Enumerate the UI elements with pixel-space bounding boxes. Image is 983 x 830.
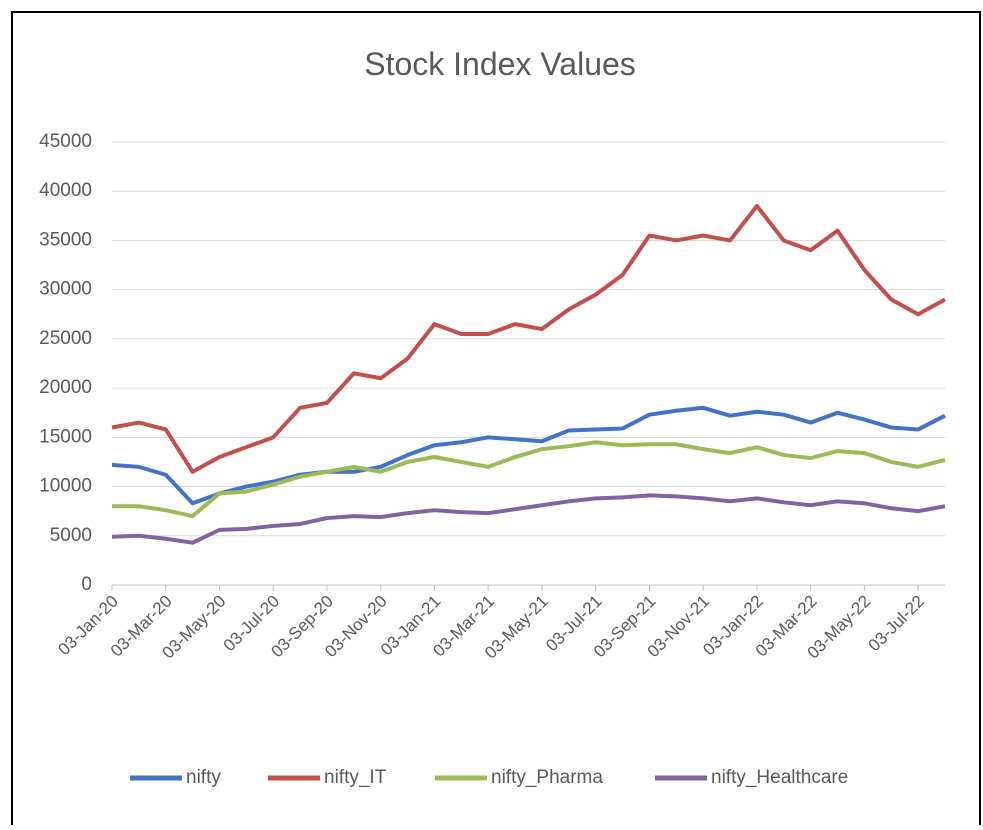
legend-label: nifty_IT — [324, 767, 387, 788]
y-tick-label: 20000 — [39, 377, 92, 398]
y-tick-label: 45000 — [39, 131, 92, 152]
series-line — [111, 203, 946, 474]
y-tick-label: 40000 — [39, 180, 92, 201]
legend-label: nifty_Pharma — [491, 767, 603, 788]
y-tick-label: 5000 — [50, 525, 92, 546]
legend-label: nifty_Healthcare — [711, 767, 848, 788]
series-line — [111, 493, 946, 545]
y-tick-label: 30000 — [39, 279, 92, 300]
frame — [11, 11, 981, 830]
y-tick-label: 35000 — [39, 229, 92, 250]
y-tick-label: 25000 — [39, 328, 92, 349]
legend-label: nifty — [186, 767, 221, 788]
x-tick-label: 03-Jul-22 — [865, 592, 929, 656]
series-line — [111, 405, 946, 506]
y-tick-label: 10000 — [39, 476, 92, 497]
series-line — [112, 440, 946, 519]
y-tick-label: 0 — [81, 574, 92, 595]
chart-title: Stock Index Values — [364, 46, 636, 82]
y-tick-label: 15000 — [39, 426, 92, 447]
